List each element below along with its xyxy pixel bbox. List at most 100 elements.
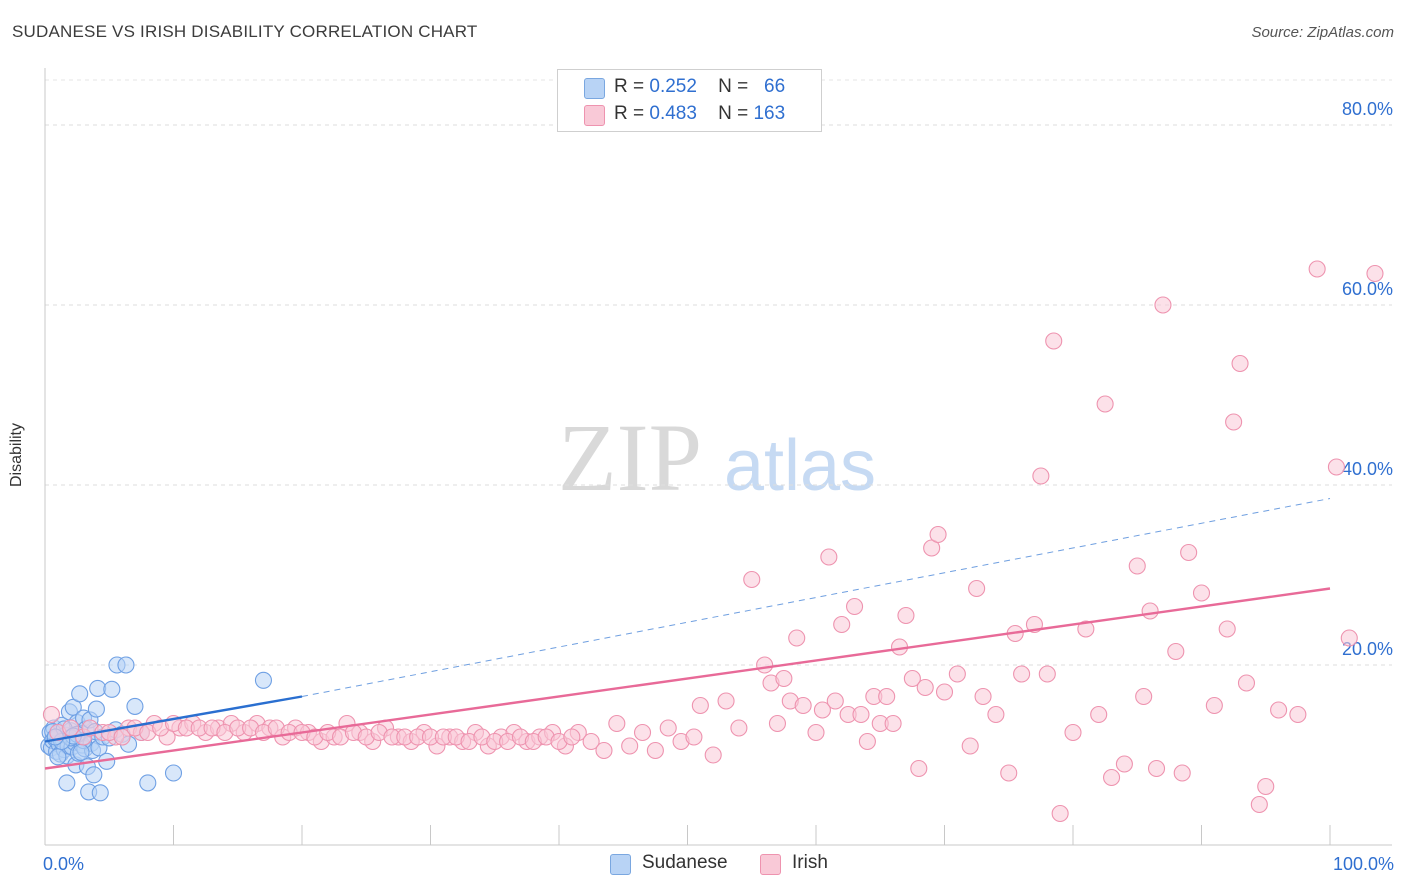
data-point bbox=[42, 705, 60, 724]
data-point bbox=[608, 714, 626, 733]
data-point bbox=[1218, 620, 1236, 638]
trend-line-irish bbox=[44, 587, 1331, 770]
data-point bbox=[704, 746, 722, 764]
legend-text-sudanese: R = 0.252 N = 66 bbox=[614, 76, 785, 98]
data-point bbox=[845, 597, 864, 616]
data-point bbox=[929, 525, 947, 544]
data-point bbox=[659, 719, 677, 737]
legend-n-value-irish: 163 bbox=[753, 103, 786, 124]
data-point bbox=[103, 680, 121, 698]
data-point bbox=[1000, 764, 1018, 782]
data-point bbox=[1128, 557, 1146, 575]
data-point bbox=[1250, 795, 1268, 814]
data-point bbox=[646, 741, 664, 760]
data-point bbox=[117, 656, 135, 674]
data-point bbox=[1327, 458, 1345, 476]
data-point bbox=[768, 714, 787, 733]
y-tick-label: 40.0% bbox=[1342, 459, 1393, 479]
data-point bbox=[1308, 260, 1326, 278]
data-point bbox=[897, 606, 915, 625]
data-point bbox=[1141, 602, 1159, 620]
data-point bbox=[884, 714, 902, 733]
data-point bbox=[1032, 467, 1050, 485]
data-point bbox=[1257, 777, 1275, 796]
data-point bbox=[582, 732, 600, 751]
data-point bbox=[1045, 332, 1063, 350]
data-point bbox=[968, 579, 986, 598]
data-point bbox=[1225, 413, 1243, 431]
data-point bbox=[139, 774, 157, 792]
y-tick-label: 60.0% bbox=[1342, 279, 1393, 299]
data-point bbox=[595, 741, 613, 760]
data-point bbox=[1038, 665, 1056, 683]
data-point bbox=[1289, 705, 1307, 724]
data-point bbox=[563, 728, 581, 746]
trend-line-sudanese-extension bbox=[301, 498, 1331, 697]
data-point bbox=[794, 696, 812, 715]
trend-line-sudanese bbox=[44, 695, 303, 743]
data-point bbox=[756, 656, 774, 674]
data-point bbox=[254, 671, 273, 689]
data-point bbox=[1270, 701, 1288, 719]
legend-r-label: R = bbox=[614, 76, 645, 97]
watermark-zip: ZIP bbox=[558, 404, 702, 511]
data-point bbox=[1366, 264, 1384, 283]
data-point bbox=[1077, 620, 1095, 638]
x-tick-label: 100.0% bbox=[1333, 854, 1394, 874]
data-point bbox=[1064, 723, 1082, 742]
data-point bbox=[164, 764, 183, 782]
data-point bbox=[833, 615, 851, 634]
data-point bbox=[1103, 768, 1121, 787]
data-point bbox=[935, 683, 954, 701]
data-point bbox=[87, 700, 105, 718]
legend-n-value-sudanese: 66 bbox=[764, 76, 786, 97]
data-point bbox=[987, 705, 1005, 724]
data-point bbox=[1135, 687, 1153, 706]
correlation-legend: R = 0.252 N = 66 R = 0.483 N = 163 bbox=[557, 69, 822, 132]
y-axis-label: Disability bbox=[8, 422, 25, 488]
legend-r-value-sudanese: 0.252 bbox=[649, 76, 697, 97]
bottom-legend-label-irish: Irish bbox=[792, 852, 828, 873]
data-point bbox=[1154, 296, 1172, 314]
data-point bbox=[126, 697, 144, 715]
data-point bbox=[71, 685, 89, 703]
legend-r-label: R = bbox=[614, 103, 645, 124]
bottom-legend-swatch-sudanese bbox=[610, 854, 631, 875]
data-point bbox=[858, 732, 876, 751]
legend-n-label: N = bbox=[718, 103, 749, 124]
data-point bbox=[89, 679, 107, 697]
data-point bbox=[49, 748, 67, 766]
data-point bbox=[691, 696, 709, 715]
data-point bbox=[1231, 354, 1249, 373]
data-point bbox=[788, 629, 806, 647]
data-point bbox=[1173, 764, 1191, 782]
legend-text-irish: R = 0.483 N = 163 bbox=[614, 103, 785, 125]
data-point bbox=[903, 669, 921, 688]
watermark-atlas: atlas bbox=[724, 426, 876, 506]
bottom-legend-label-sudanese: Sudanese bbox=[642, 852, 728, 873]
data-point bbox=[826, 692, 844, 710]
data-point bbox=[743, 570, 761, 589]
data-point bbox=[878, 687, 896, 706]
x-tick-label: 0.0% bbox=[43, 854, 84, 874]
series-irish bbox=[42, 260, 1384, 823]
data-point bbox=[852, 705, 870, 724]
data-point bbox=[1167, 642, 1185, 661]
data-point bbox=[72, 743, 90, 761]
data-point bbox=[807, 723, 825, 742]
data-point bbox=[1180, 543, 1198, 562]
data-point bbox=[1147, 759, 1166, 778]
data-point bbox=[948, 665, 966, 683]
data-point bbox=[820, 548, 838, 566]
data-point bbox=[91, 784, 109, 802]
data-point bbox=[730, 719, 748, 737]
data-point bbox=[717, 692, 735, 710]
legend-n-label: N = bbox=[718, 76, 749, 97]
legend-swatch-sudanese bbox=[584, 78, 605, 99]
data-point bbox=[1013, 665, 1031, 683]
data-point bbox=[1051, 804, 1069, 823]
data-point bbox=[813, 701, 831, 719]
data-point bbox=[916, 678, 934, 697]
data-point bbox=[1192, 584, 1211, 602]
